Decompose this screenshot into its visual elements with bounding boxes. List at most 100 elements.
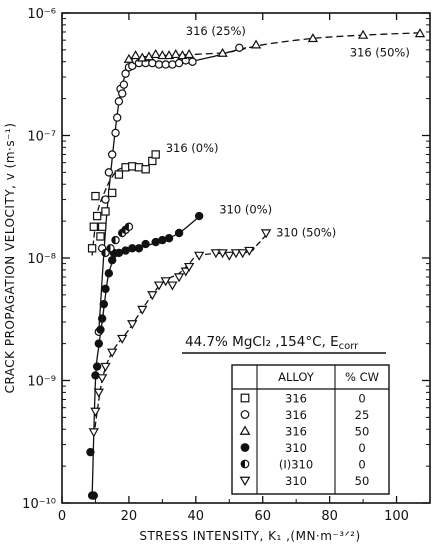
legend-alloy: 310 xyxy=(285,474,307,488)
point-triangle-down xyxy=(193,251,205,261)
svg-text:44.7% MgCl₂ ,154°C, Ecorr: 44.7% MgCl₂ ,154°C, Ecorr xyxy=(185,334,359,352)
point-triangle-up xyxy=(130,50,141,60)
x-tick-label: 20 xyxy=(121,509,138,524)
point-circle-open xyxy=(119,80,129,89)
point-triangle-down xyxy=(244,246,255,256)
point-triangle-down xyxy=(183,262,195,272)
point-circle-filled xyxy=(97,314,107,323)
point-circle-open xyxy=(107,150,117,159)
point-circle-open xyxy=(148,58,157,68)
legend-cw: 0 xyxy=(358,441,365,455)
point-triangle-down xyxy=(117,334,128,344)
point-circle-filled xyxy=(86,447,95,457)
y-tick-label: 10⁻⁹ xyxy=(27,375,56,390)
point-circle-half-fill xyxy=(111,236,116,244)
legend-alloy: 316 xyxy=(285,392,307,406)
point-circle-open xyxy=(118,89,127,98)
point-circle-half-fill xyxy=(125,223,129,231)
x-tick-label: 80 xyxy=(321,509,338,524)
x-tick-label: 40 xyxy=(188,509,205,524)
plot-axes: 0 20 40 60 80 100 10⁻¹⁰ 10⁻⁹ 10⁻⁸ 10⁻⁷ 10⁻⁶ xyxy=(22,7,431,524)
point-triangle-down xyxy=(96,374,108,384)
point-square xyxy=(141,165,150,174)
legend-alloy: 316 xyxy=(285,425,307,439)
legend-header-alloy: ALLOY xyxy=(278,370,315,384)
point-circle-half-fill xyxy=(121,226,126,234)
condition-text: 44.7% MgCl₂ ,154°C, E xyxy=(185,334,339,350)
y-tick-label: 10⁻¹⁰ xyxy=(22,497,56,512)
point-triangle-down xyxy=(173,273,185,283)
legend-marker-triangle-up xyxy=(239,425,251,435)
point-triangle-down xyxy=(237,249,248,259)
point-circle-open xyxy=(101,195,110,204)
x-axis-label: STRESS INTENSITY, K₁ ,(MN·m⁻³ᐟ²) xyxy=(139,529,360,543)
point-circle-filled xyxy=(107,255,117,265)
legend-marker-circle-filled xyxy=(240,443,250,452)
point-triangle-down xyxy=(210,249,222,259)
series-label: 310 (50%) xyxy=(276,225,336,239)
series-label: 310 (0%) xyxy=(219,203,272,217)
point-square xyxy=(92,211,102,221)
point-circle-open xyxy=(114,97,124,106)
legend-cw: 0 xyxy=(358,392,365,406)
point-circle-half xyxy=(124,222,134,231)
legend-cw: 50 xyxy=(355,474,370,488)
point-triangle-up xyxy=(414,28,426,38)
point-circle-filled xyxy=(194,211,204,221)
point-square xyxy=(101,207,110,216)
point-circle-filled xyxy=(94,339,104,348)
point-circle-filled xyxy=(158,235,167,245)
point-triangle-down xyxy=(90,407,101,417)
point-triangle-up xyxy=(163,50,175,60)
point-circle-half-fill xyxy=(101,249,106,257)
point-circle-filled xyxy=(164,234,174,243)
condition-subscript: corr xyxy=(339,341,360,352)
point-circle-filled xyxy=(151,237,160,247)
series-label: 316 (50%) xyxy=(350,46,410,60)
x-tick-label: 0 xyxy=(58,509,66,524)
point-triangle-down xyxy=(100,362,111,372)
point-triangle-down xyxy=(127,320,138,330)
series-label: 316 (25%) xyxy=(186,24,246,38)
point-circle-filled xyxy=(141,239,150,249)
legend-table: ALLOY % CW 316 0 316 25 316 50 310 0 (I)310 0 310 50 xyxy=(231,364,390,495)
y-tick-label: 10⁻⁸ xyxy=(27,252,56,267)
legend-cw: 50 xyxy=(355,425,370,439)
legend-marker-circle-half xyxy=(240,459,250,469)
point-square xyxy=(97,222,107,231)
point-triangle-up xyxy=(250,39,262,49)
legend-marker-square xyxy=(240,393,250,403)
point-square xyxy=(107,188,117,198)
point-triangle-up xyxy=(150,48,161,59)
y-tick-label: 10⁻⁶ xyxy=(27,7,56,22)
legend-alloy: 310 xyxy=(285,441,307,455)
point-square xyxy=(96,232,105,241)
point-triangle-up xyxy=(177,50,188,60)
point-triangle-down xyxy=(160,277,171,287)
y-tick-label: 10⁻⁷ xyxy=(27,130,56,145)
point-triangle-down xyxy=(217,249,228,259)
point-circle-open xyxy=(188,57,197,66)
legend-marker-triangle-down xyxy=(239,476,251,487)
point-circle-filled xyxy=(89,491,98,500)
point-circle-filled xyxy=(104,269,114,278)
point-circle-filled xyxy=(96,325,105,334)
series-curve-circle-filled xyxy=(91,213,203,498)
point-circle-open xyxy=(235,43,244,52)
point-triangle-down xyxy=(260,229,272,239)
point-circle-open xyxy=(111,128,120,138)
condition-label: 44.7% MgCl₂ ,154°C, Ecorr xyxy=(182,334,386,354)
point-circle-open xyxy=(168,60,177,69)
point-triangle-down xyxy=(107,348,118,358)
point-square xyxy=(114,170,124,179)
series-labels: 316 (0%) 316 (25%) 316 (50%) 310 (0%) 310 (5… xyxy=(166,24,410,239)
point-triangle-up xyxy=(183,48,195,59)
point-circle-half xyxy=(101,248,110,258)
legend-alloy: 316 xyxy=(285,408,307,422)
legend-cw: 0 xyxy=(358,458,365,472)
point-circle-filled xyxy=(92,362,102,371)
point-circle-half xyxy=(118,228,127,238)
point-triangle-up xyxy=(157,50,168,60)
legend-marker-circle-half-fill xyxy=(241,460,245,468)
